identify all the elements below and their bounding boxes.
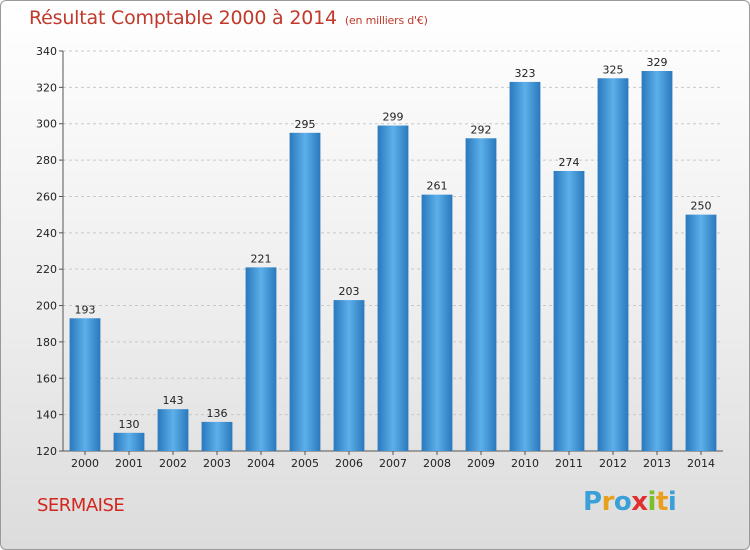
chart-title: Résultat Comptable 2000 à 2014 (en millie… [29,7,428,29]
bar-value-label: 325 [603,63,624,76]
logo-letter: i [667,487,677,517]
bar-value-label: 323 [515,67,536,80]
x-tick-label: 2003 [203,457,231,470]
x-tick-label: 2005 [291,457,319,470]
logo-letter: t [655,487,668,517]
bar [333,300,365,451]
bar [465,138,497,452]
y-tick-label: 120 [36,445,57,458]
x-tick-label: 2006 [335,457,363,470]
x-tick-label: 2014 [687,457,715,470]
x-tick-label: 2002 [159,457,187,470]
bar-value-label: 295 [295,118,316,131]
bar-value-label: 130 [119,418,140,431]
x-tick-label: 2010 [511,457,539,470]
bar-value-label: 274 [559,156,580,169]
bar [377,125,409,451]
bar-value-label: 221 [251,252,272,265]
y-tick-label: 220 [36,263,57,276]
x-tick-label: 2011 [555,457,583,470]
x-tick-label: 2008 [423,457,451,470]
bar-value-label: 203 [339,285,360,298]
bar-value-label: 299 [383,111,404,124]
logo-letter: i [647,487,657,517]
bar-value-label: 329 [647,56,668,69]
bar [421,194,453,452]
bar [69,318,101,451]
bar [245,267,277,451]
labels: 120 140 160 180 200 220 240 260 280 300 320 340 193 2… [36,45,715,470]
x-tick-label: 2012 [599,457,627,470]
proxiti-logo: Proxiti [583,487,677,517]
bar [289,132,321,451]
bars [69,71,717,452]
bar [113,432,145,451]
bar [201,421,233,451]
y-tick-label: 280 [36,154,57,167]
x-tick-label: 2009 [467,457,495,470]
bar [553,171,585,451]
logo-letter: o [613,487,632,517]
logo-letter: r [601,487,615,517]
bar-value-label: 250 [691,200,712,213]
x-tick-label: 2013 [643,457,671,470]
y-tick-label: 240 [36,227,57,240]
x-tick-label: 2007 [379,457,407,470]
bar-value-label: 292 [471,123,492,136]
chart-title-main: Résultat Comptable 2000 à 2014 [29,7,337,29]
x-tick-label: 2000 [71,457,99,470]
x-tick-label: 2004 [247,457,275,470]
bar [597,78,629,451]
y-tick-label: 300 [36,118,57,131]
chart-title-unit: (en milliers d'€) [344,14,428,27]
bar-value-label: 143 [163,394,184,407]
bar-value-label: 261 [427,180,448,193]
bar [509,81,541,451]
bar-value-label: 193 [75,303,96,316]
logo-letter: P [583,487,602,517]
city-name: SERMAISE [37,495,125,516]
x-tick-label: 2001 [115,457,143,470]
bar-value-label: 136 [207,407,228,420]
y-tick-label: 160 [36,372,57,385]
y-tick-label: 200 [36,300,57,313]
bar [157,409,189,451]
logo-letter: x [631,487,648,517]
y-tick-label: 180 [36,336,57,349]
y-tick-label: 320 [36,81,57,94]
bar [641,71,673,451]
y-tick-label: 140 [36,409,57,422]
y-tick-label: 340 [36,45,57,58]
y-tick-label: 260 [36,190,57,203]
bar [685,214,717,451]
